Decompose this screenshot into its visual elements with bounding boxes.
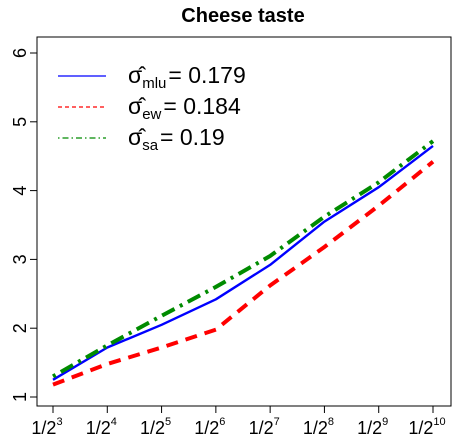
x-tick-exponent: 9 [382,416,388,428]
y-tick-label: 3 [10,254,30,264]
x-tick-exponent: 10 [433,416,445,428]
x-tick-label: 1/23 [31,416,62,438]
x-tick-exponent: 7 [274,416,280,428]
x-tick-base: 1/2 [303,418,328,438]
legend-subscript: mlu [142,75,166,92]
chart-title: Cheese taste [181,5,304,27]
x-tick-base: 1/2 [86,418,111,438]
series-layer [52,139,435,387]
series-line-mlu [52,144,434,381]
legend-entry-mlu: σ̂mlu= 0.179 [128,62,246,92]
x-axis: 1/23 1/24 1/25 1/26 1/27 1/28 1/29 1/210 [31,406,446,438]
x-tick-label: 1/25 [140,416,171,438]
x-tick-exponent: 4 [111,416,117,428]
x-tick-label: 1/210 [408,416,445,438]
x-tick-exponent: 8 [328,416,334,428]
x-tick-label: 1/28 [303,416,334,438]
y-tick-label: 6 [10,48,30,58]
x-tick-label: 1/26 [194,416,225,438]
x-tick-base: 1/2 [249,418,274,438]
legend-value: = 0.184 [163,93,241,119]
x-tick-base: 1/2 [194,418,219,438]
x-tick-base: 1/2 [357,418,382,438]
x-tick-label: 1/24 [86,416,117,438]
legend-entry-ew: σ̂ew= 0.184 [128,93,241,123]
legend-symbol: σ̂ [128,62,146,88]
legend-symbol: σ̂ [128,93,146,119]
series-line-sa [52,139,435,379]
legend-value: = 0.179 [168,62,245,88]
x-tick-base: 1/2 [31,418,56,438]
x-tick-base: 1/2 [140,418,165,438]
plot-frame [36,36,452,407]
legend-symbol: σ̂ [128,124,146,150]
y-tick-label: 4 [10,186,30,196]
x-tick-exponent: 5 [165,416,171,428]
legend-subscript: ew [142,106,161,123]
x-tick-exponent: 6 [219,416,225,428]
legend-entry-sa: σ̂sa= 0.19 [128,124,225,154]
x-tick-label: 1/29 [357,416,388,438]
x-tick-exponent: 3 [56,416,62,428]
legend-value: = 0.19 [160,124,225,150]
legend-subscript: sa [142,137,159,154]
y-tick-label: 5 [10,117,30,127]
y-tick-label: 1 [10,392,30,402]
x-tick-label: 1/27 [249,416,280,438]
y-tick-label: 2 [10,323,30,333]
series-line-ew [52,160,435,387]
x-tick-base: 1/2 [408,418,433,438]
y-axis: 1 2 3 4 5 6 [10,48,37,402]
